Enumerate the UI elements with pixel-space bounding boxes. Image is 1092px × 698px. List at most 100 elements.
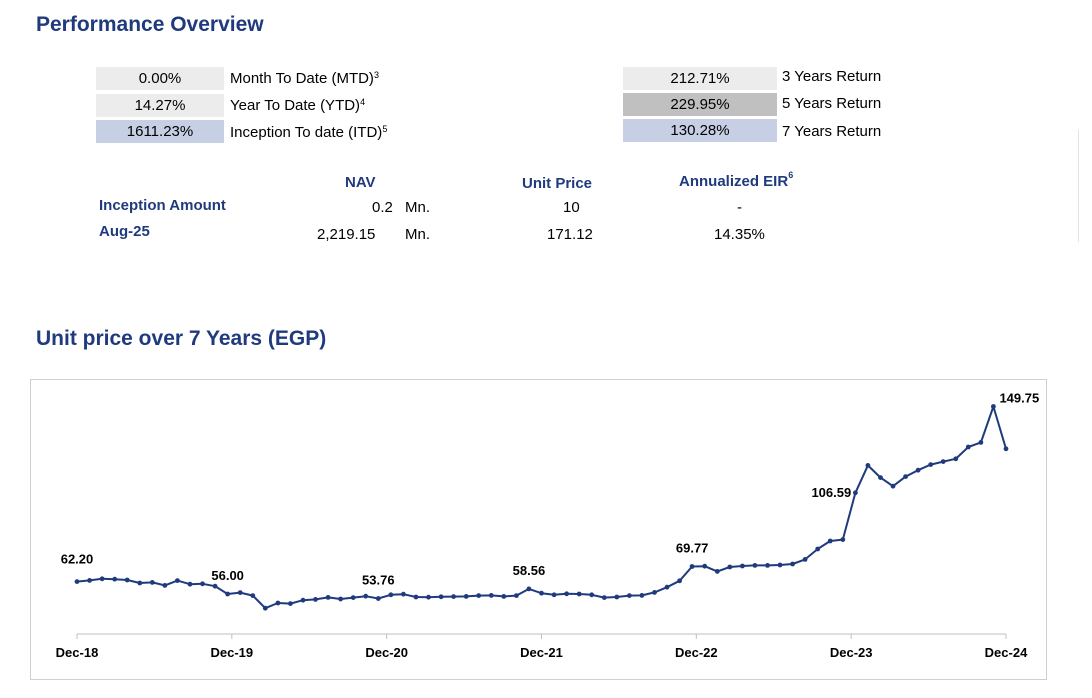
- data-point: [99, 576, 105, 582]
- data-point: [539, 590, 544, 596]
- data-point: [589, 592, 595, 598]
- data-point: [815, 546, 821, 552]
- data-point: [451, 594, 456, 599]
- data-point: [664, 584, 670, 590]
- data-point: [740, 563, 745, 569]
- data-point: [777, 562, 783, 568]
- data-point: [614, 594, 620, 600]
- page-title: Performance Overview: [36, 13, 264, 36]
- data-point: [1003, 446, 1009, 452]
- data-point: [363, 593, 369, 599]
- itd-value: 1611.23%: [96, 120, 224, 143]
- data-label: 69.77: [676, 540, 709, 555]
- data-point: [802, 557, 808, 562]
- five-years-return-label: 5 Years Return: [782, 95, 882, 112]
- data-point: [752, 563, 758, 568]
- data-point: [652, 590, 657, 595]
- data-point: [212, 583, 218, 589]
- data-point: [677, 578, 682, 584]
- data-point: [112, 576, 118, 582]
- x-tick-label: Dec-20: [365, 645, 408, 660]
- data-point: [200, 581, 205, 587]
- data-point: [338, 596, 343, 602]
- data-point: [350, 595, 356, 600]
- data-point: [928, 462, 934, 467]
- data-point: [250, 593, 256, 598]
- data-point: [463, 594, 469, 599]
- data-point: [74, 579, 80, 584]
- unit-price-header: Unit Price: [522, 175, 593, 192]
- data-point: [87, 578, 92, 583]
- data-point: [627, 593, 632, 598]
- data-point: [401, 591, 406, 597]
- x-tick-label: Dec-18: [56, 645, 99, 660]
- data-point: [275, 600, 281, 606]
- data-point: [727, 564, 733, 570]
- mtd-value: 0.00%: [96, 67, 224, 90]
- data-label: 62.20: [61, 552, 94, 567]
- data-point: [564, 591, 569, 597]
- data-point: [978, 440, 984, 445]
- data-label: 56.00: [211, 568, 244, 583]
- annualized-eir-header: Annualized EIR6: [679, 170, 794, 190]
- current-nav-unit: Mn.: [405, 226, 431, 243]
- data-point: [689, 564, 695, 569]
- data-point: [765, 563, 770, 568]
- current-unit-price: 171.12: [547, 226, 593, 243]
- data-point: [413, 594, 419, 600]
- data-point: [903, 474, 908, 479]
- mtd-label: Month To Date (MTD)3: [230, 70, 379, 87]
- data-point: [940, 459, 946, 464]
- inception-amount-label: Inception Amount: [99, 197, 226, 214]
- ytd-value: 14.27%: [96, 94, 224, 117]
- three-years-return-value: 212.71%: [623, 67, 777, 90]
- data-point: [262, 605, 268, 611]
- data-point: [288, 601, 293, 606]
- data-label: 149.75: [999, 391, 1039, 406]
- data-point: [476, 593, 482, 598]
- ytd-label: Year To Date (YTD)4: [230, 97, 366, 114]
- data-point: [878, 475, 883, 480]
- data-point: [237, 590, 243, 595]
- data-point: [840, 537, 846, 542]
- data-point: [991, 404, 996, 409]
- current-month-label: Aug-25: [99, 223, 150, 240]
- data-point: [388, 592, 394, 598]
- data-point: [714, 569, 720, 574]
- data-point: [375, 596, 381, 601]
- data-point: [501, 594, 507, 599]
- data-point: [790, 561, 795, 567]
- seven-years-return-value: 130.28%: [623, 119, 777, 142]
- current-nav-value: 2,219.15: [317, 226, 376, 243]
- data-point: [438, 594, 444, 600]
- data-point: [953, 456, 959, 462]
- nav-header: NAV: [345, 174, 376, 191]
- data-point: [514, 593, 519, 598]
- data-point: [601, 595, 607, 600]
- data-point: [175, 578, 180, 583]
- data-point: [225, 591, 231, 597]
- data-point: [162, 583, 168, 588]
- data-point: [426, 594, 431, 600]
- x-tick-label: Dec-23: [830, 645, 873, 660]
- divider: [1078, 130, 1079, 242]
- x-tick-label: Dec-24: [985, 645, 1028, 660]
- data-point: [702, 563, 708, 569]
- data-point: [325, 595, 331, 600]
- x-tick-label: Dec-21: [520, 645, 563, 660]
- five-years-return-value: 229.95%: [623, 93, 777, 116]
- itd-label: Inception To date (ITD)5: [230, 124, 388, 141]
- inception-nav-unit: Mn.: [405, 199, 431, 216]
- chart-title: Unit price over 7 Years (EGP): [36, 327, 327, 350]
- seven-years-return-label: 7 Years Return: [782, 123, 882, 140]
- data-point: [300, 597, 306, 603]
- chart-frame: [30, 379, 1047, 680]
- x-tick-label: Dec-22: [675, 645, 718, 660]
- data-point: [526, 586, 532, 592]
- data-point: [865, 463, 871, 468]
- current-eir: 14.35%: [714, 226, 765, 243]
- data-point: [488, 593, 494, 598]
- data-label: 53.76: [362, 572, 395, 587]
- data-point: [890, 483, 896, 489]
- data-point: [576, 591, 582, 597]
